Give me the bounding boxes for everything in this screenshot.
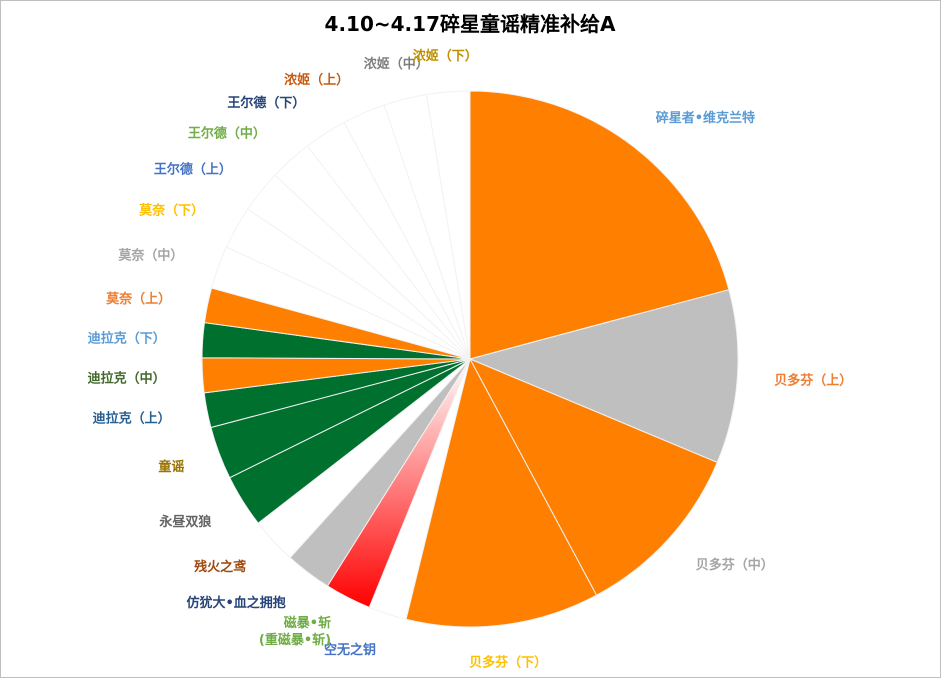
pie-label-12: 迪拉克（下） [88,331,166,347]
pie-label-3: 贝多芬（下） [469,655,547,671]
pie-slice-1 [468,289,739,464]
pie-label-5: 磁暴•斩(重磁暴•斩) [259,615,331,648]
pie-slice-0 [469,90,730,360]
pie-label-1: 贝多芬（上） [774,373,852,389]
pie-label-17: 王尔德（中） [188,125,266,141]
pie-label-7: 残火之鸢 [194,559,246,575]
pie-label-16: 王尔德（上） [154,161,232,177]
pie-label-8: 永昼双狼 [158,514,212,530]
pie-label-4: 空无之钥 [324,642,376,658]
pie-label-15: 莫奈（下） [138,203,204,219]
pie-label-10: 迪拉克（上） [93,410,171,426]
pie-slice-21 [425,90,471,360]
pie-label-18: 王尔德（下） [227,95,305,111]
chart-title: 4.10~4.17碎星童谣精准补给A [325,12,616,36]
pie-label-6: 仿犹大•血之拥抱 [186,595,285,611]
pie-label-14: 莫奈（中） [117,248,183,264]
pie-label-9: 童谣 [158,459,184,475]
pie-label-20: 浓姬（中） [364,56,429,72]
pie-label-21: 浓姬（下） [413,48,478,64]
pie-label-2: 贝多芬（中） [696,557,774,573]
pie-label-13: 莫奈（上） [105,291,171,307]
pie-slices [201,90,739,628]
pie-label-0: 碎星者•维克兰特 [656,110,755,126]
pie-slice-2 [468,357,718,596]
pie-label-19: 浓姬（上） [284,72,349,88]
pie-label-11: 迪拉克（中） [88,371,166,387]
